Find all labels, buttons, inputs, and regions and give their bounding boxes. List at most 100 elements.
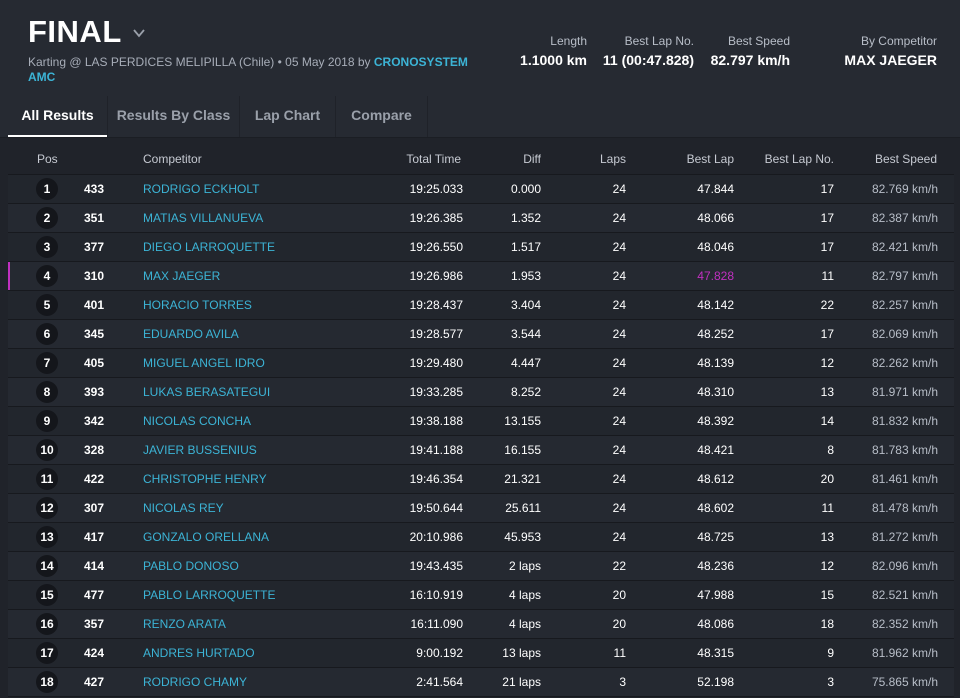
competitor-name-link[interactable]: HORACIO TORRES [143, 298, 252, 312]
table-row[interactable]: 10 328 JAVIER BUSSENIUS 19:41.188 16.155 24 48… [8, 436, 954, 465]
competitor-name-link[interactable]: MAX JAEGER [143, 269, 221, 283]
table-row[interactable]: 18 427 RODRIGO CHAMY 2:41.564 21 laps 3 52.198… [8, 668, 954, 697]
table-row[interactable]: 5 401 HORACIO TORRES 19:28.437 3.404 24 48.142… [8, 291, 954, 320]
total-time: 19:33.285 [409, 385, 463, 399]
total-time: 19:26.550 [409, 240, 463, 254]
competitor-name-link[interactable]: GONZALO ORELLANA [143, 530, 270, 544]
table-row[interactable]: 9 342 NICOLAS CONCHA 19:38.188 13.155 24 48.39… [8, 407, 954, 436]
chevron-down-icon[interactable] [132, 26, 146, 40]
gap-diff: 1.953 [510, 269, 541, 283]
tab-lap-chart[interactable]: Lap Chart [240, 96, 336, 137]
total-time: 19:28.577 [409, 327, 463, 341]
competitor-name-link[interactable]: RODRIGO CHAMY [143, 675, 248, 689]
lap-count: 24 [612, 443, 626, 457]
stat-label: Best Lap No. [624, 34, 694, 48]
table-row[interactable]: 14 414 PABLO DONOSO 19:43.435 2 laps 22 48.236… [8, 552, 954, 581]
gap-diff: 2 laps [508, 559, 541, 573]
tab-all-results[interactable]: All Results [8, 96, 108, 137]
stat-label: By Competitor [860, 34, 937, 48]
col-pos[interactable]: Pos [37, 152, 58, 166]
table-row[interactable]: 17 424 ANDRES HURTADO 9:00.192 13 laps 11 48.3… [8, 639, 954, 668]
best-lap-number: 17 [820, 327, 834, 341]
best-speed: 82.421 km/h [871, 240, 938, 254]
best-speed: 82.257 km/h [871, 298, 938, 312]
results-tabs: All Results Results By Class Lap Chart C… [0, 96, 960, 138]
competitor-name-link[interactable]: MATIAS VILLANUEVA [143, 211, 264, 225]
table-row[interactable]: 12 307 NICOLAS REY 19:50.644 25.611 24 48.602 1… [8, 494, 954, 523]
gap-diff: 8.252 [510, 385, 541, 399]
competitor-name-link[interactable]: RODRIGO ECKHOLT [143, 182, 260, 196]
competitor-name-link[interactable]: ANDRES HURTADO [143, 646, 255, 660]
table-row[interactable]: 3 377 DIEGO LARROQUETTE 19:26.550 1.517 24 48.… [8, 233, 954, 262]
kart-number: 328 [83, 443, 104, 457]
stat-label: Length [550, 34, 587, 48]
position-badge: 9 [36, 410, 58, 432]
stat-value: 11 (00:47.828) [602, 52, 694, 68]
position-badge: 10 [36, 439, 58, 461]
gap-diff: 4 laps [508, 588, 541, 602]
organizer-link[interactable]: CRONOSYSTEM AMC [28, 55, 468, 84]
table-row[interactable]: 8 393 LUKAS BERASATEGUI 19:33.285 8.252 24 48.… [8, 378, 954, 407]
col-best-lap-no[interactable]: Best Lap No. [764, 152, 834, 166]
table-row[interactable]: 1 433 RODRIGO ECKHOLT 19:25.033 0.000 24 47.84… [8, 175, 954, 204]
competitor-name-link[interactable]: NICOLAS CONCHA [143, 414, 252, 428]
position-badge: 13 [36, 526, 58, 548]
tab-compare[interactable]: Compare [336, 96, 428, 137]
total-time: 19:26.986 [409, 269, 463, 283]
competitor-name-link[interactable]: NICOLAS REY [143, 501, 224, 515]
table-row[interactable]: 7 405 MIGUEL ANGEL IDRO 19:29.480 4.447 24 48.… [8, 349, 954, 378]
best-speed: 82.262 km/h [871, 356, 938, 370]
lap-count: 24 [612, 472, 626, 486]
best-lap-number: 3 [827, 675, 834, 689]
gap-diff: 25.611 [505, 501, 541, 515]
kart-number: 357 [83, 617, 104, 631]
competitor-name-link[interactable]: PABLO LARROQUETTE [143, 588, 276, 602]
stat-label: Best Speed [727, 34, 790, 48]
table-row[interactable]: 6 345 EDUARDO AVILA 19:28.577 3.544 24 48.252 1… [8, 320, 954, 349]
gap-diff: 4 laps [508, 617, 541, 631]
best-lap: 48.046 [697, 240, 734, 254]
best-speed: 81.783 km/h [871, 443, 938, 457]
total-time: 16:10.919 [409, 588, 463, 602]
competitor-name-link[interactable]: JAVIER BUSSENIUS [143, 443, 257, 457]
table-row[interactable]: 4 310 MAX JAEGER 19:26.986 1.953 24 47.828 11 82… [8, 262, 954, 291]
competitor-name-link[interactable]: CHRISTOPHE HENRY [143, 472, 267, 486]
table-row[interactable]: 2 351 MATIAS VILLANUEVA 19:26.385 1.352 24 48.… [8, 204, 954, 233]
competitor-name-link[interactable]: RENZO ARATA [143, 617, 226, 631]
position-badge: 12 [36, 497, 58, 519]
col-total-time[interactable]: Total Time [406, 152, 461, 166]
position-badge: 6 [36, 323, 58, 345]
table-row[interactable]: 11 422 CHRISTOPHE HENRY 19:46.354 21.321 24 48… [8, 465, 954, 494]
best-lap: 48.421 [697, 443, 734, 457]
col-diff[interactable]: Diff [523, 152, 541, 166]
gap-diff: 1.517 [510, 240, 541, 254]
competitor-name-link[interactable]: PABLO DONOSO [143, 559, 239, 573]
col-best-lap[interactable]: Best Lap [686, 152, 734, 166]
table-row[interactable]: 13 417 GONZALO ORELLANA 20:10.986 45.953 24 48… [8, 523, 954, 552]
best-lap: 47.828 [697, 269, 734, 283]
col-competitor[interactable]: Competitor [143, 152, 202, 166]
event-info: Karting @ LAS PERDICES MELIPILLA (Chile)… [28, 55, 371, 69]
total-time: 20:10.986 [409, 530, 463, 544]
competitor-name-link[interactable]: EDUARDO AVILA [143, 327, 239, 341]
competitor-name-link[interactable]: DIEGO LARROQUETTE [143, 240, 276, 254]
col-laps[interactable]: Laps [599, 152, 626, 166]
best-lap: 47.844 [697, 182, 734, 196]
competitor-name-link[interactable]: LUKAS BERASATEGUI [143, 385, 271, 399]
kart-number: 377 [83, 240, 104, 254]
table-row[interactable]: 16 357 RENZO ARATA 16:11.090 4 laps 20 48.086 1… [8, 610, 954, 639]
competitor-name-link[interactable]: MIGUEL ANGEL IDRO [143, 356, 265, 370]
gap-diff: 13 laps [502, 646, 541, 660]
lap-count: 24 [612, 182, 626, 196]
lap-count: 11 [613, 646, 626, 660]
best-lap-number: 17 [820, 240, 834, 254]
best-lap-number: 8 [827, 443, 834, 457]
col-best-speed[interactable]: Best Speed [874, 152, 937, 166]
gap-diff: 0.000 [510, 182, 541, 196]
best-lap-number: 13 [820, 530, 834, 544]
kart-number: 345 [83, 327, 104, 341]
session-title-row[interactable]: FINAL [28, 12, 146, 52]
tab-results-by-class[interactable]: Results By Class [108, 96, 240, 137]
kart-number: 393 [83, 385, 104, 399]
table-row[interactable]: 15 477 PABLO LARROQUETTE 16:10.919 4 laps 20 4… [8, 581, 954, 610]
